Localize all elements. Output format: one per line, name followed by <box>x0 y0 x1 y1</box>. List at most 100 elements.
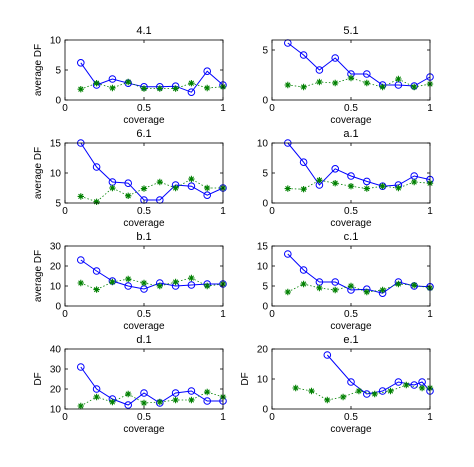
x-tick-label: 0 <box>269 309 275 320</box>
series-line <box>80 277 224 291</box>
y-axis-label: DF <box>240 372 251 385</box>
x-tick-label: 0 <box>62 103 68 114</box>
data-point <box>299 51 308 59</box>
data-point <box>204 84 211 92</box>
series-circles <box>77 256 227 293</box>
x-tick-label: 0.5 <box>137 309 151 320</box>
y-tick-label: 0 <box>262 405 268 416</box>
data-point <box>363 288 370 296</box>
y-tick-label: 20 <box>50 385 62 396</box>
series-line <box>287 179 431 190</box>
subplot-title: 4.1 <box>136 25 151 37</box>
y-tick-label: 5 <box>55 199 61 210</box>
y-tick-label: 10 <box>257 262 269 273</box>
x-tick-label: 0.5 <box>344 103 358 114</box>
y-tick-label: 0 <box>55 96 61 107</box>
data-point <box>156 178 163 186</box>
series-circles <box>77 139 227 204</box>
series-stars <box>77 388 227 410</box>
data-point <box>379 83 386 91</box>
x-tick-label: 0.5 <box>344 309 358 320</box>
subplot-title: b.1 <box>136 231 151 243</box>
subplot-title: 5.1 <box>343 25 358 37</box>
y-tick-label: 30 <box>50 242 62 253</box>
data-point <box>204 282 211 290</box>
x-axis-label: coverage <box>330 115 372 126</box>
y-tick-label: 15 <box>257 242 269 253</box>
x-tick-label: 0.5 <box>137 103 151 114</box>
data-point <box>347 74 355 82</box>
y-tick-label: 15 <box>50 139 62 150</box>
data-point <box>124 179 132 187</box>
x-tick-label: 0.5 <box>137 412 151 423</box>
data-point <box>124 282 132 290</box>
data-point <box>188 396 195 404</box>
data-point <box>124 401 132 409</box>
data-point <box>299 266 308 274</box>
data-point <box>171 389 180 397</box>
series-line <box>287 283 431 293</box>
subplot-5.1: 5.1 0 0.5 1 0 5 coverage <box>262 25 434 126</box>
data-point <box>292 384 299 392</box>
data-point <box>187 88 196 96</box>
axes-box <box>64 245 224 307</box>
series-line <box>80 391 224 407</box>
x-tick-label: 0.5 <box>344 206 358 217</box>
series-line <box>287 142 431 187</box>
data-point <box>93 80 100 87</box>
data-point <box>125 192 132 199</box>
data-point <box>77 363 85 371</box>
data-point <box>403 381 410 389</box>
series-stars <box>77 274 227 293</box>
data-point <box>172 278 179 286</box>
data-point <box>92 163 101 171</box>
subplot-title: a.1 <box>343 128 358 140</box>
data-point <box>77 279 84 287</box>
y-tick-label: 30 <box>50 365 62 376</box>
x-tick-label: 0.5 <box>137 206 151 217</box>
y-tick-label: 20 <box>257 345 269 356</box>
subplot-title: c.1 <box>344 231 359 243</box>
data-point <box>411 178 418 186</box>
data-point <box>315 66 324 74</box>
series-line <box>287 42 431 87</box>
data-point <box>188 80 195 87</box>
x-tick-label: 0 <box>62 309 68 320</box>
data-point <box>300 83 307 91</box>
data-point <box>323 351 332 359</box>
x-axis-label: coverage <box>330 424 372 435</box>
y-tick-label: 10 <box>50 405 62 416</box>
data-point <box>109 184 116 192</box>
y-tick-label: 10 <box>257 139 269 150</box>
data-point <box>140 399 148 407</box>
data-point <box>300 280 307 288</box>
x-axis-label: coverage <box>330 321 372 332</box>
y-tick-label: 5 <box>55 66 61 77</box>
data-point <box>331 165 340 173</box>
subplot-d.1: d.1 0 0.5 1 10 20 30 40 coverage DF <box>33 334 227 435</box>
y-tick-label: 20 <box>50 262 62 273</box>
data-point <box>347 282 355 290</box>
data-point <box>284 81 291 89</box>
data-point <box>172 85 179 92</box>
data-point <box>140 279 148 287</box>
data-point <box>355 387 363 395</box>
data-point <box>125 275 132 283</box>
y-tick-label: 5 <box>262 282 268 293</box>
y-tick-label: 0 <box>55 302 61 313</box>
y-axis-label: average DF <box>33 44 44 96</box>
x-tick-label: 1 <box>427 309 433 320</box>
data-point <box>92 267 101 275</box>
data-point <box>172 396 179 404</box>
y-tick-label: 10 <box>50 169 62 180</box>
data-point <box>363 79 370 87</box>
data-point <box>363 177 371 186</box>
data-point <box>109 398 116 406</box>
x-axis-label: coverage <box>330 218 372 229</box>
data-point <box>93 286 100 293</box>
series-line <box>80 142 224 201</box>
series-stars <box>77 175 227 205</box>
